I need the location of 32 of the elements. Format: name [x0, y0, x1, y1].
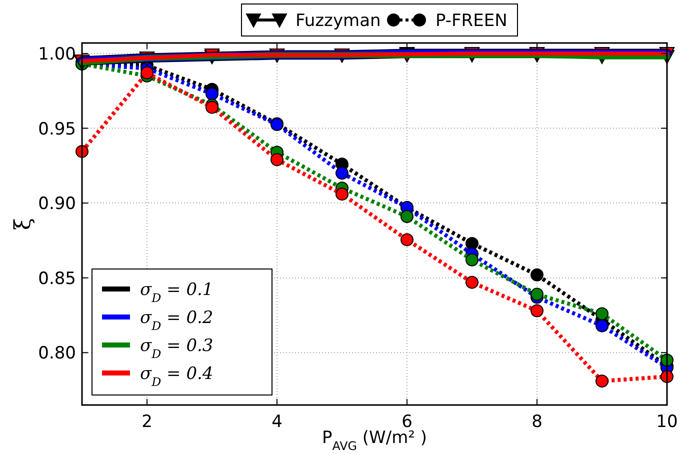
- point: [270, 153, 284, 166]
- point: [596, 319, 608, 332]
- x-tick-label: 2: [142, 412, 152, 432]
- y-tick-label: 0.95: [38, 119, 76, 140]
- text: P-FREEN: [436, 11, 508, 31]
- point: [530, 304, 544, 318]
- x-tick-label: 10: [656, 412, 678, 432]
- y-tick-label: 1.00: [38, 44, 76, 64]
- point: [530, 288, 544, 301]
- point: [596, 307, 608, 320]
- x-tick-label: 8: [532, 412, 542, 432]
- point: [336, 166, 348, 180]
- point: [400, 210, 414, 224]
- x-axis-title: P$_{AVG}$ (W/m² ): [322, 428, 427, 453]
- legend-label: σ$_{D}$ = 0.1: [140, 280, 214, 305]
- y-tick-label: 0.85: [38, 268, 76, 289]
- legend-label: σ$_{D}$ = 0.2: [140, 308, 214, 333]
- point: [596, 374, 608, 388]
- text: Fuzzyman: [296, 11, 381, 31]
- y-tick-label: 0.80: [38, 344, 76, 364]
- point: [336, 188, 348, 201]
- point: [466, 276, 478, 289]
- point: [466, 236, 478, 250]
- point: [466, 253, 478, 266]
- y-axis-title: ξ: [11, 218, 36, 230]
- point: [400, 233, 414, 246]
- y-tick-label: 0.90: [38, 194, 76, 214]
- x-tick-label: 4: [272, 412, 282, 432]
- legend-label: σ$_{D}$ = 0.3: [140, 336, 214, 361]
- point: [530, 268, 544, 282]
- point: [206, 87, 218, 100]
- legend-label: σ$_{D}$ = 0.4: [140, 364, 214, 389]
